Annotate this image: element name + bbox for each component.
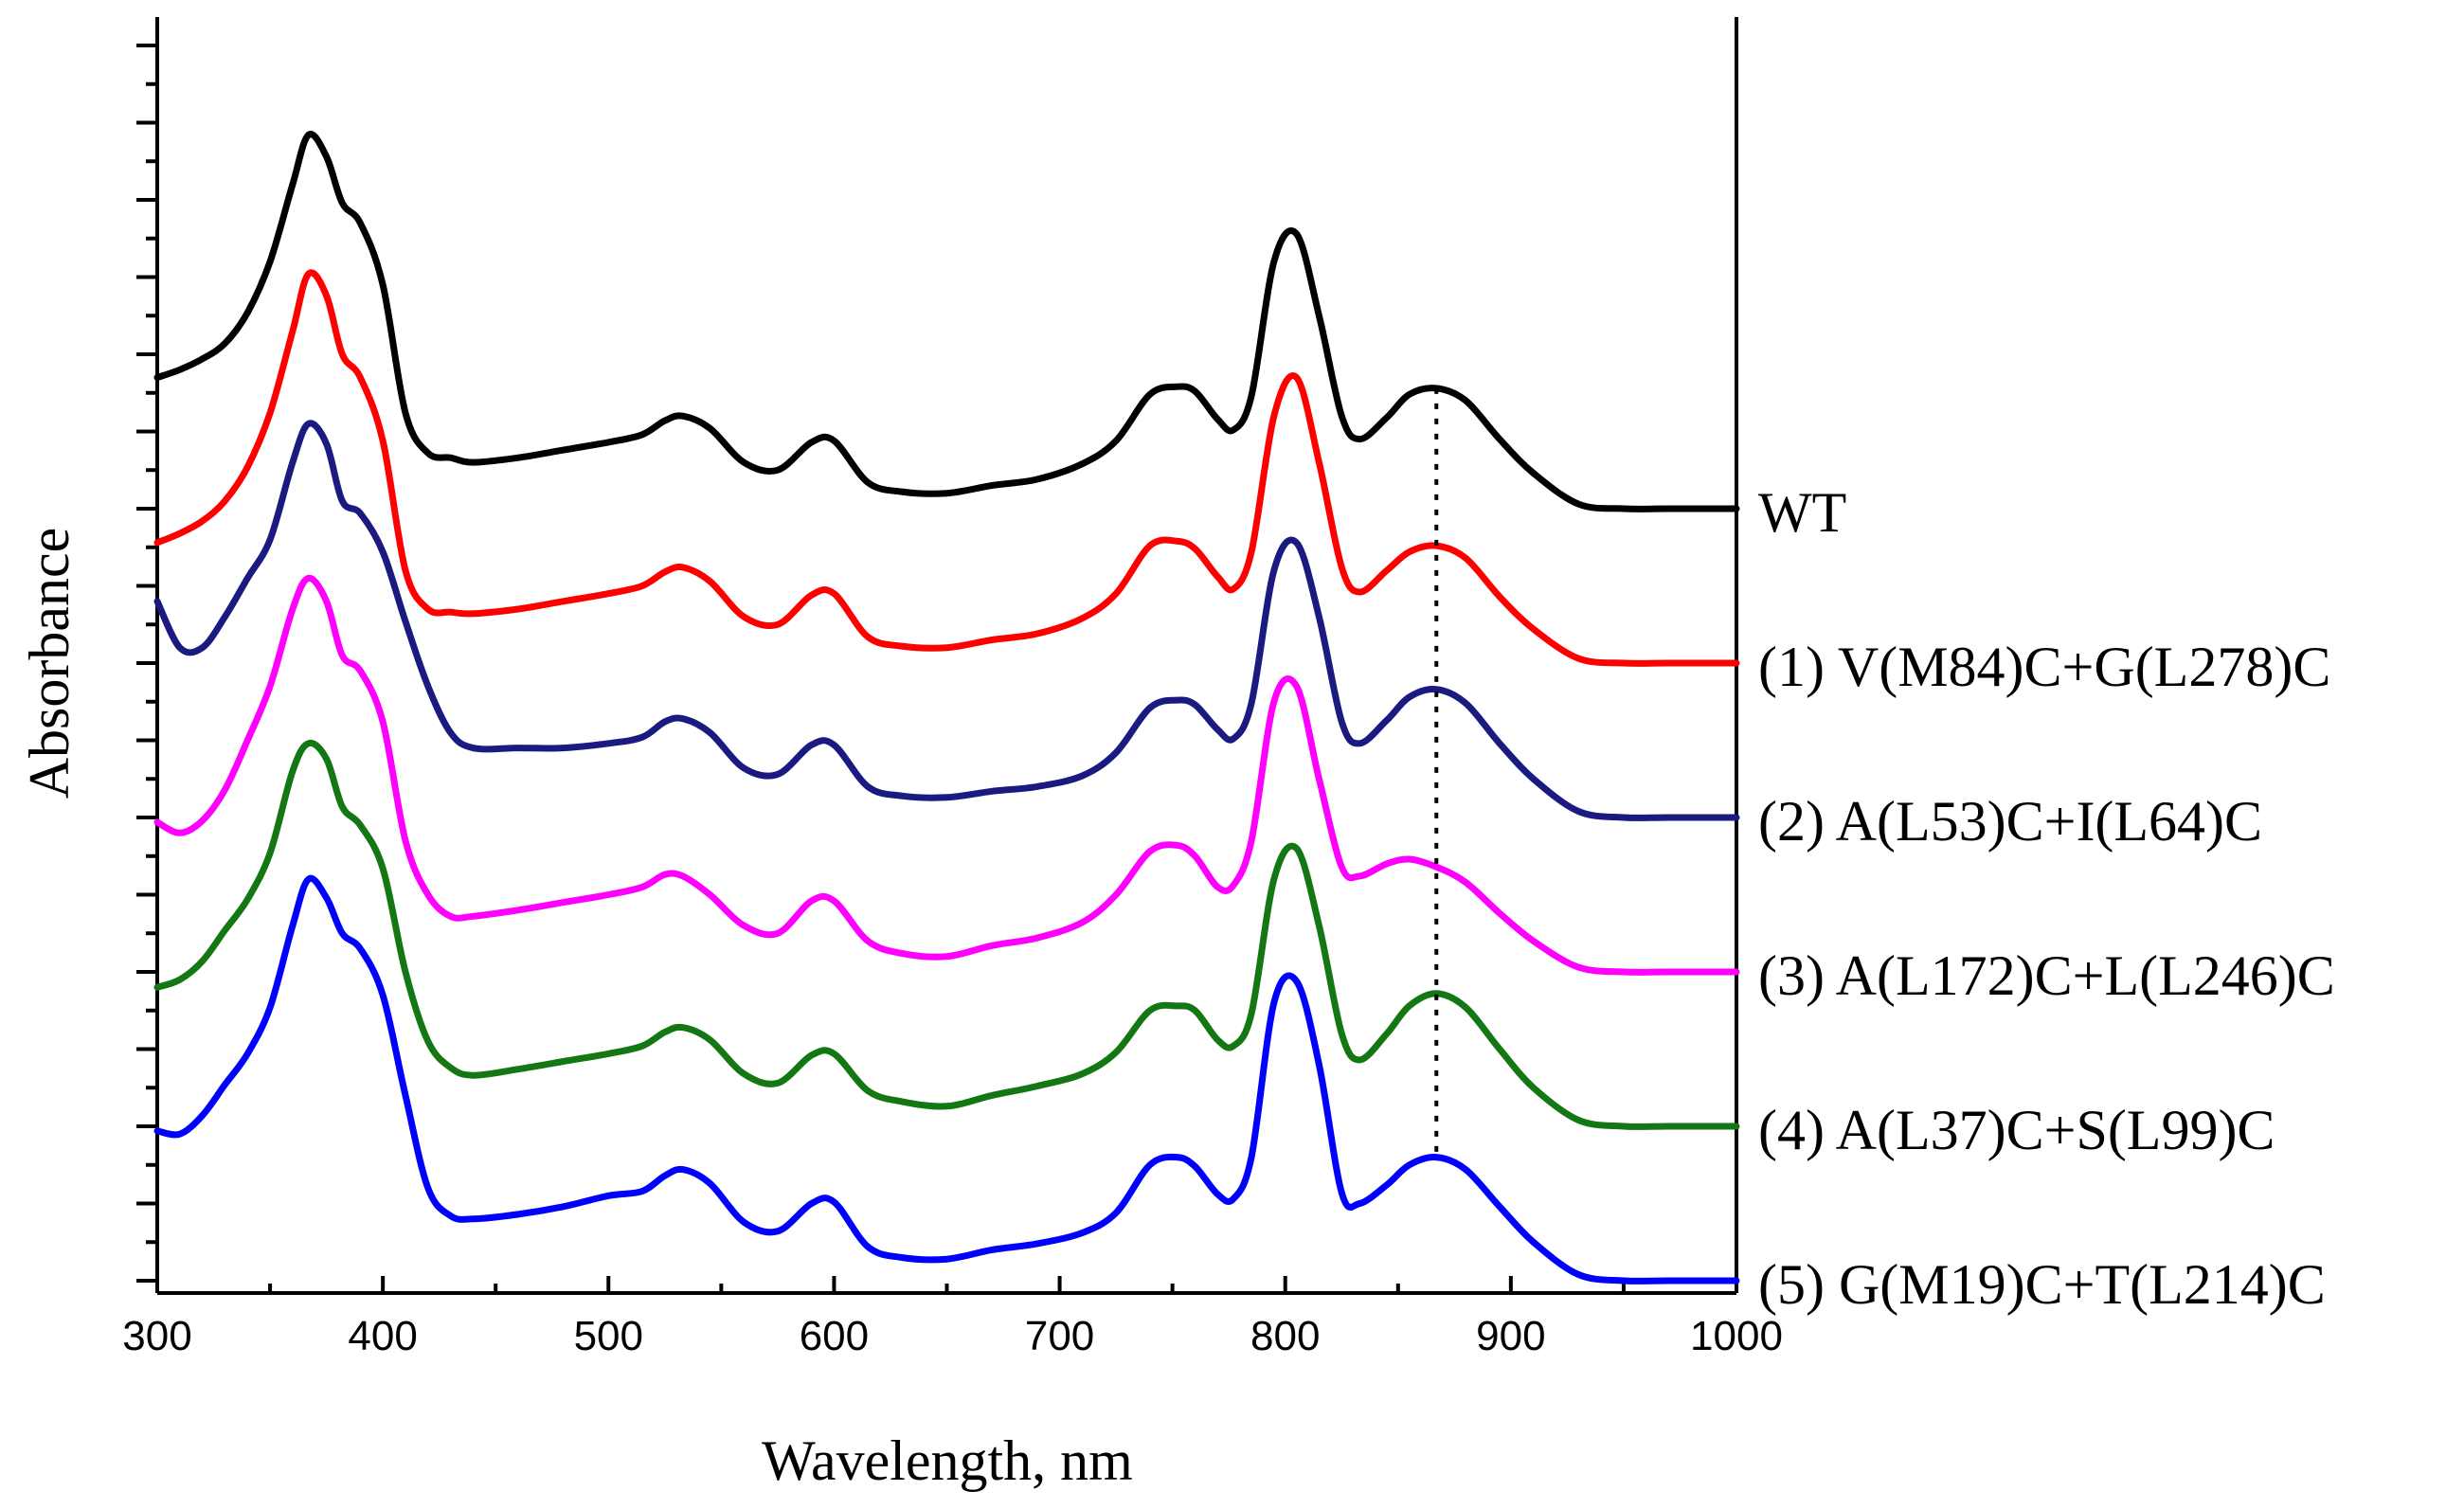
series-line-0 bbox=[153, 131, 1740, 512]
ticks-layer: 300 400 500 600 700 800 900 1000 bbox=[122, 44, 1783, 1359]
series-line-2 bbox=[153, 420, 1740, 821]
x-tick-label: 500 bbox=[574, 1313, 643, 1359]
x-axis-title: Wavelength, nm bbox=[762, 1429, 1133, 1492]
series-line-3 bbox=[153, 574, 1740, 976]
x-tick-label: 900 bbox=[1476, 1313, 1545, 1359]
axes-layer bbox=[155, 17, 1738, 1295]
legend-label-2: (2) A(L53)C+I(L64)C bbox=[1758, 790, 2262, 853]
y-axis-title: Absorbance bbox=[18, 528, 81, 799]
x-tick-label: 1000 bbox=[1690, 1313, 1783, 1359]
series-line-5 bbox=[153, 874, 1740, 1284]
x-tick-label: 300 bbox=[122, 1313, 191, 1359]
series-line-4 bbox=[153, 739, 1740, 1130]
legend-layer: WT (1) V(M84)C+G(L278)C (2) A(L53)C+I(L64)… bbox=[1758, 481, 2335, 1316]
legend-label-4: (4) A(L37)C+S(L99)C bbox=[1758, 1099, 2275, 1161]
legend-label-3: (3) A(L172)C+L(L246)C bbox=[1758, 944, 2335, 1007]
legend-label-0: WT bbox=[1758, 481, 1846, 544]
x-tick-label: 600 bbox=[800, 1313, 869, 1359]
series-layer bbox=[153, 131, 1740, 1284]
legend-label-1: (1) V(M84)C+G(L278)C bbox=[1758, 636, 2330, 698]
legend-label-5: (5) G(M19)C+T(L214)C bbox=[1758, 1253, 2326, 1316]
x-tick-label: 800 bbox=[1250, 1313, 1320, 1359]
series-line-1 bbox=[153, 269, 1740, 667]
x-tick-label: 400 bbox=[348, 1313, 417, 1359]
x-tick-label: 700 bbox=[1025, 1313, 1094, 1359]
